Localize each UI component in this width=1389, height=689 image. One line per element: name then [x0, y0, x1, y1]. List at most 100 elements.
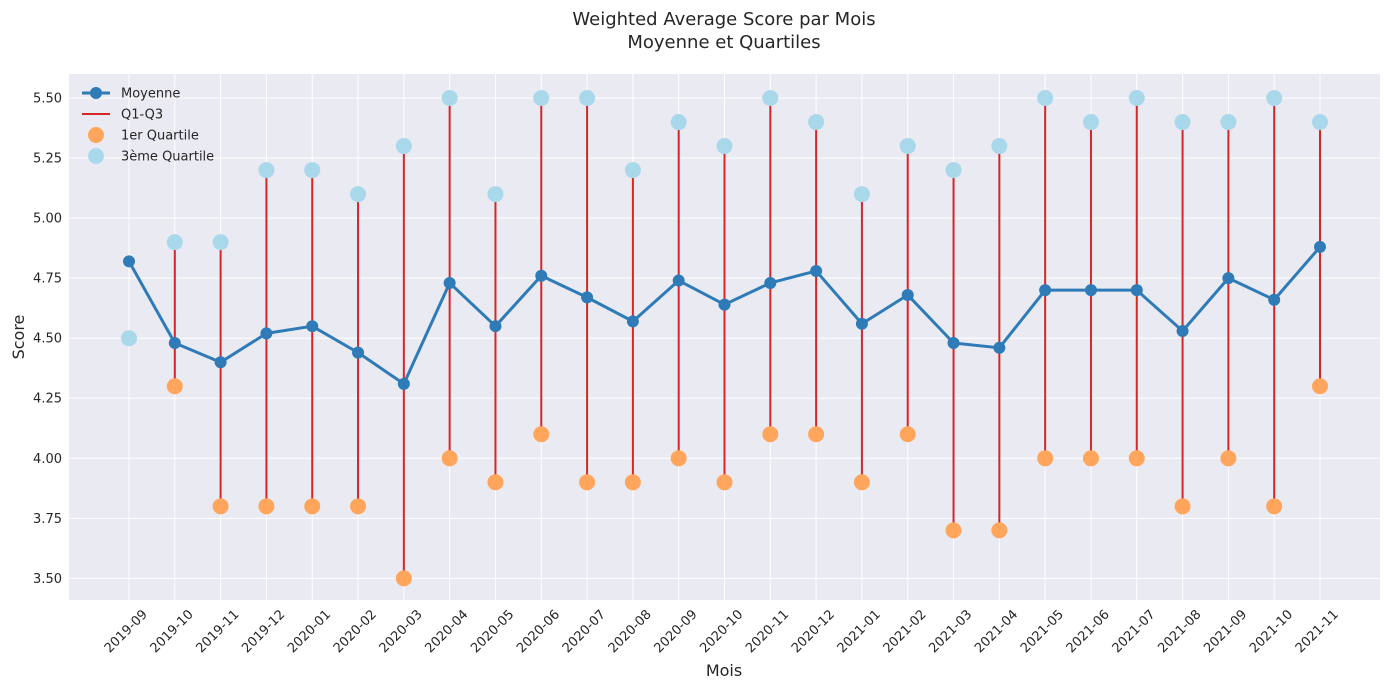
mean-point: [855, 317, 868, 330]
q1-point: [1220, 450, 1237, 467]
x-tick-label: 2020-05: [468, 607, 517, 656]
x-tick-label: 2021-03: [926, 607, 975, 656]
mean-point: [581, 291, 594, 304]
legend-label: Q1-Q3: [121, 108, 163, 123]
mean-point: [672, 274, 685, 287]
mean-point: [306, 320, 319, 333]
x-tick-label: 2019-11: [193, 607, 242, 656]
q3-point: [350, 186, 367, 203]
mean-point: [214, 356, 227, 369]
x-tick-label: 2021-10: [1247, 607, 1296, 656]
q3-point: [166, 234, 183, 251]
x-tick-label: 2020-04: [422, 607, 471, 656]
y-tick-label: 3.50: [33, 572, 62, 587]
x-tick-label: 2020-09: [651, 607, 700, 656]
q3-point: [395, 138, 412, 155]
q1-point: [579, 474, 596, 491]
x-tick-label: 2021-01: [835, 607, 884, 656]
chart-subtitle: Moyenne et Quartiles: [627, 32, 820, 53]
y-tick-label: 5.50: [33, 92, 62, 107]
y-tick-label: 5.00: [33, 212, 62, 227]
mean-point: [489, 320, 502, 333]
y-tick-label: 3.75: [33, 512, 62, 527]
x-tick-label: 2019-12: [239, 607, 288, 656]
q1-point: [1266, 498, 1283, 515]
legend-marker-moyenne-dot: [90, 87, 102, 99]
x-tick-label: 2021-04: [972, 607, 1021, 656]
q1-point: [212, 498, 229, 515]
q1-point: [945, 522, 962, 539]
q1-point: [1037, 450, 1054, 467]
q1-point: [487, 474, 504, 491]
x-tick-label: 2021-02: [881, 607, 930, 656]
legend-label: Moyenne: [121, 87, 180, 102]
q1-point: [853, 474, 870, 491]
q1-point: [1312, 378, 1328, 395]
q1-point: [166, 378, 183, 395]
q3-point: [121, 330, 137, 347]
y-tick-labels: 3.50 3.75 4.00 4.25 4.50 4.75 5.00 5.25 5.50: [33, 92, 62, 587]
q1-point: [991, 522, 1008, 539]
q3-point: [670, 114, 687, 131]
x-tick-label: 2021-08: [1155, 607, 1204, 656]
x-tick-label: 2021-05: [1018, 607, 1067, 656]
q3-point: [533, 90, 550, 107]
q3-points: [121, 90, 1328, 347]
q1-point: [1082, 450, 1099, 467]
q3-point: [945, 162, 962, 179]
q3-point: [212, 234, 229, 251]
q3-point: [1312, 114, 1328, 131]
chart-title: Weighted Average Score par Mois: [572, 9, 875, 30]
x-axis-label: Mois: [706, 661, 742, 680]
y-tick-label: 5.25: [33, 152, 62, 167]
mean-point: [764, 276, 777, 289]
q3-point: [1266, 90, 1283, 107]
mean-point: [901, 288, 914, 301]
x-tick-label: 2021-07: [1110, 607, 1159, 656]
q1-point: [533, 426, 550, 443]
x-tick-label: 2020-02: [331, 607, 380, 656]
legend-marker-q1: [88, 127, 104, 143]
mean-point: [352, 346, 365, 359]
mean-point: [1314, 240, 1326, 253]
q3-point: [1082, 114, 1099, 131]
q3-point: [487, 186, 504, 203]
q1-points: [166, 378, 1328, 587]
legend-label: 3ème Quartile: [121, 150, 214, 165]
q1-point: [395, 570, 412, 587]
q3-point: [853, 186, 870, 203]
q3-point: [991, 138, 1008, 155]
x-tick-label: 2020-08: [606, 607, 655, 656]
mean-point: [993, 341, 1006, 354]
x-tick-label: 2020-12: [789, 607, 838, 656]
q3-point: [808, 114, 825, 131]
q3-point: [441, 90, 458, 107]
q3-point: [258, 162, 275, 179]
q3-point: [1174, 114, 1191, 131]
mean-point: [1176, 324, 1189, 337]
mean-point: [1268, 293, 1281, 306]
x-tick-label: 2020-01: [285, 607, 334, 656]
mean-point: [260, 327, 273, 340]
q3-point: [624, 162, 641, 179]
mean-point: [718, 298, 731, 311]
x-tick-label: 2020-06: [514, 607, 563, 656]
q1-point: [304, 498, 321, 515]
q1-point: [808, 426, 825, 443]
mean-series: [123, 240, 1326, 390]
q3-point: [899, 138, 916, 155]
q1-point: [670, 450, 687, 467]
mean-point: [397, 377, 410, 390]
q1-point: [1128, 450, 1145, 467]
x-tick-label: 2020-07: [560, 607, 609, 656]
mean-point: [123, 255, 135, 268]
mean-point: [443, 276, 456, 289]
q1-point: [1174, 498, 1191, 515]
q3-point: [716, 138, 733, 155]
q3-point: [1037, 90, 1054, 107]
x-tick-labels: 2019-092019-102019-112019-122020-012020-…: [102, 607, 1342, 656]
legend: Moyenne Q1-Q3 1er Quartile 3ème Quartile: [82, 87, 214, 165]
q1-point: [350, 498, 367, 515]
x-tick-label: 2020-11: [743, 607, 792, 656]
